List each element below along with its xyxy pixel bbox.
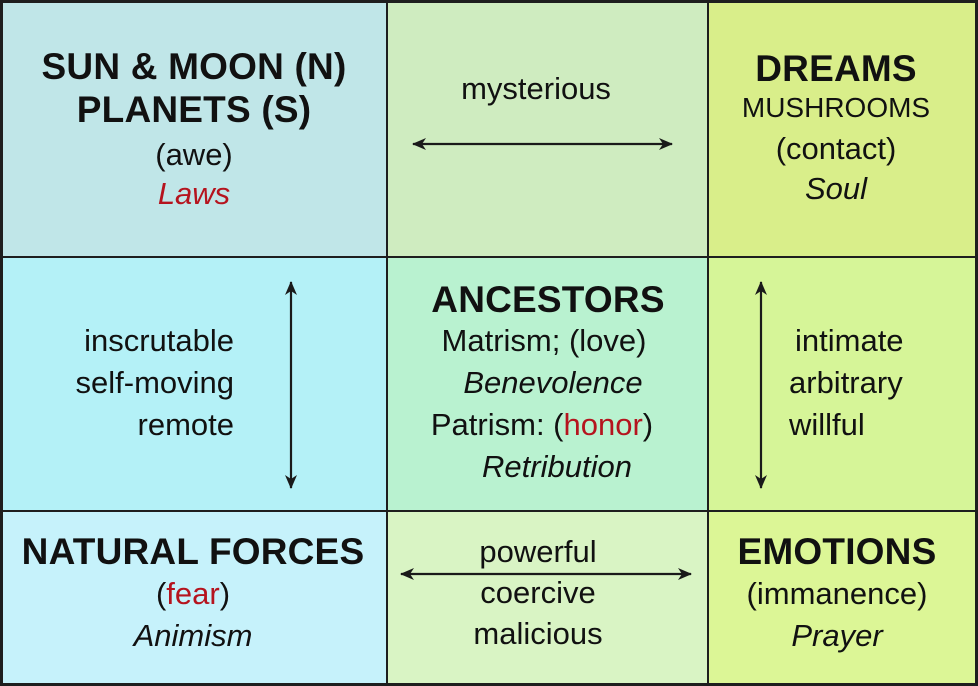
- dreams-title: DREAMS: [755, 48, 917, 89]
- fear-line: (fear): [156, 578, 230, 609]
- inscrutable-label: inscrutable: [84, 323, 234, 358]
- coercive-label: coercive: [480, 575, 596, 610]
- cell-emotions: [709, 512, 975, 683]
- malicious-label: malicious: [473, 616, 603, 651]
- honor-emotion: honor: [563, 407, 643, 442]
- sun-moon-title: SUN & MOON (N): [41, 46, 347, 87]
- cell-top-middle: [388, 3, 707, 256]
- benevolence-concept: Benevolence: [463, 365, 643, 400]
- cell-middle-left: [3, 258, 386, 510]
- ancestors-title: ANCESTORS: [431, 279, 665, 320]
- cell-dreams: [709, 3, 975, 256]
- intimate-label: intimate: [795, 323, 904, 358]
- planets-title: PLANETS (S): [76, 89, 312, 130]
- contact-emotion: (contact): [775, 131, 897, 166]
- arbitrary-label: arbitrary: [789, 365, 903, 400]
- cell-bottom-middle: [388, 512, 707, 683]
- awe-emotion: (awe): [155, 137, 233, 172]
- natural-forces-title: NATURAL FORCES: [21, 531, 365, 572]
- cell-sun-moon-planets: [3, 3, 386, 256]
- immanence-emotion: (immanence): [746, 576, 928, 611]
- patrism-suffix: ): [642, 407, 654, 442]
- retribution-concept: Retribution: [482, 449, 632, 484]
- fear-open-paren: (: [155, 576, 167, 611]
- cell-ancestors: [388, 258, 707, 510]
- mushrooms-subtitle: MUSHROOMS: [741, 92, 931, 123]
- cell-natural-forces: [3, 512, 386, 683]
- willful-label: willful: [789, 407, 865, 442]
- matrism-line: Matrism; (love): [441, 323, 647, 358]
- laws-concept: Laws: [157, 176, 231, 211]
- cell-middle-right: [709, 258, 975, 510]
- prayer-concept: Prayer: [791, 618, 883, 653]
- mysterious-label: mysterious: [461, 71, 611, 106]
- powerful-label: powerful: [479, 534, 597, 569]
- animism-concept: Animism: [133, 618, 253, 653]
- patrism-line: Patrism: (honor): [431, 409, 653, 440]
- fear-close-paren: ): [219, 576, 231, 611]
- soul-concept: Soul: [804, 171, 868, 206]
- remote-label: remote: [137, 407, 234, 442]
- self-moving-label: self-moving: [75, 365, 235, 400]
- patrism-prefix: Patrism: (: [430, 407, 564, 442]
- emotions-title: EMOTIONS: [737, 531, 937, 572]
- fear-emotion: fear: [166, 576, 220, 611]
